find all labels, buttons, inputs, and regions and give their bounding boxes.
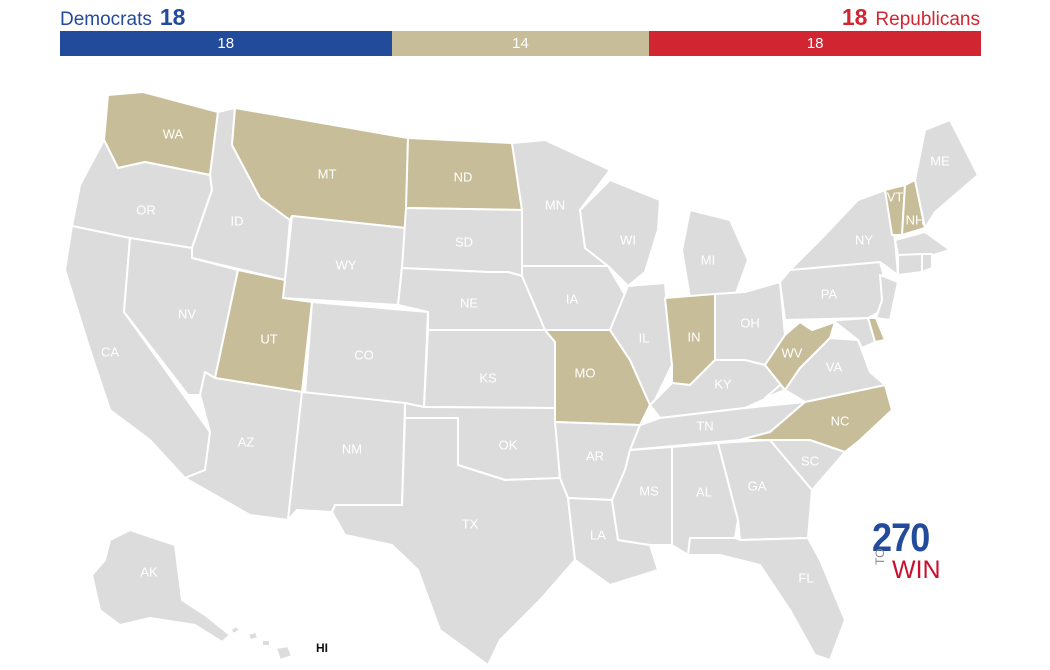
label-ga: GA [748,478,767,493]
label-id: ID [231,213,244,228]
label-ks: KS [479,370,497,385]
label-co: CO [354,347,374,362]
label-in: IN [688,329,701,344]
label-mi: MI [701,252,715,267]
democrats-header: Democrats 18 [60,4,185,31]
label-nh: NH [906,212,925,227]
label-sc: SC [801,453,819,468]
label-mn: MN [545,197,565,212]
state-ma[interactable] [894,231,951,257]
label-ut: UT [260,331,277,346]
label-la: LA [590,527,606,542]
label-wv: WV [782,345,803,360]
label-ms: MS [639,483,659,498]
state-ak[interactable] [91,529,231,643]
label-ok: OK [499,437,518,452]
label-al: AL [696,484,712,499]
label-oh: OH [740,315,760,330]
label-ar: AR [586,448,604,463]
state-nc[interactable] [739,384,893,453]
label-tx: TX [462,516,479,531]
state-ri[interactable] [921,253,933,273]
state-md[interactable] [811,317,876,349]
democrats-bar-segment[interactable]: 18 [60,31,392,56]
tossup-bar-segment[interactable]: 14 [391,31,650,56]
democrats-label: Democrats [60,9,152,30]
label-ia: IA [566,291,579,306]
republicans-count: 18 [841,4,868,30]
label-me: ME [930,153,950,168]
republicans-header: 18 Republicans [842,4,980,31]
label-tn: TN [696,418,713,433]
republicans-label: Republicans [875,9,980,30]
label-hi: HI [316,641,328,655]
label-or: OR [136,202,156,217]
label-nm: NM [342,441,362,456]
state-nj[interactable] [875,274,899,321]
state-ny[interactable] [789,189,899,276]
state-wi[interactable] [579,179,661,287]
label-ny: NY [855,232,873,247]
label-az: AZ [238,434,255,449]
logo-number: 270 [872,516,930,560]
label-va: VA [826,359,843,374]
label-wy: WY [336,257,357,272]
state-wa[interactable] [103,91,219,176]
state-hi[interactable] [229,625,293,661]
label-sd: SD [455,234,473,249]
logo-win: WIN [892,556,941,584]
state-fl[interactable] [687,537,846,661]
label-ak: AK [140,564,158,579]
label-il: IL [639,330,650,345]
label-nd: ND [454,169,473,184]
label-mt: MT [318,166,337,181]
label-nc: NC [831,413,850,428]
label-nv: NV [178,306,196,321]
label-wi: WI [620,232,636,247]
label-ne: NE [460,295,478,310]
270towin-logo[interactable]: 270 TO WIN [872,518,944,588]
seat-balance-bar: 18 14 18 [60,31,981,56]
label-wa: WA [163,126,184,141]
state-me[interactable] [914,119,979,229]
republicans-bar-segment[interactable]: 18 [649,31,981,56]
democrats-count: 18 [159,4,186,30]
state-tx[interactable] [331,417,576,666]
state-ct[interactable] [897,253,923,276]
state-ks[interactable] [423,329,556,409]
label-vt: VT [887,189,904,204]
logo-to: TO [873,548,887,565]
label-pa: PA [821,286,838,301]
label-mo: MO [575,365,596,380]
label-fl: FL [798,570,813,585]
label-ky: KY [714,376,732,391]
label-ca: CA [101,344,119,359]
